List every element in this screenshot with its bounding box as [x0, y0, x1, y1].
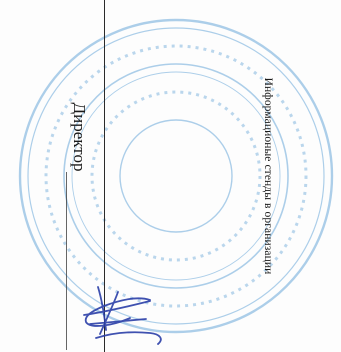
margin-line: [104, 0, 106, 352]
signature-line: [66, 172, 67, 350]
